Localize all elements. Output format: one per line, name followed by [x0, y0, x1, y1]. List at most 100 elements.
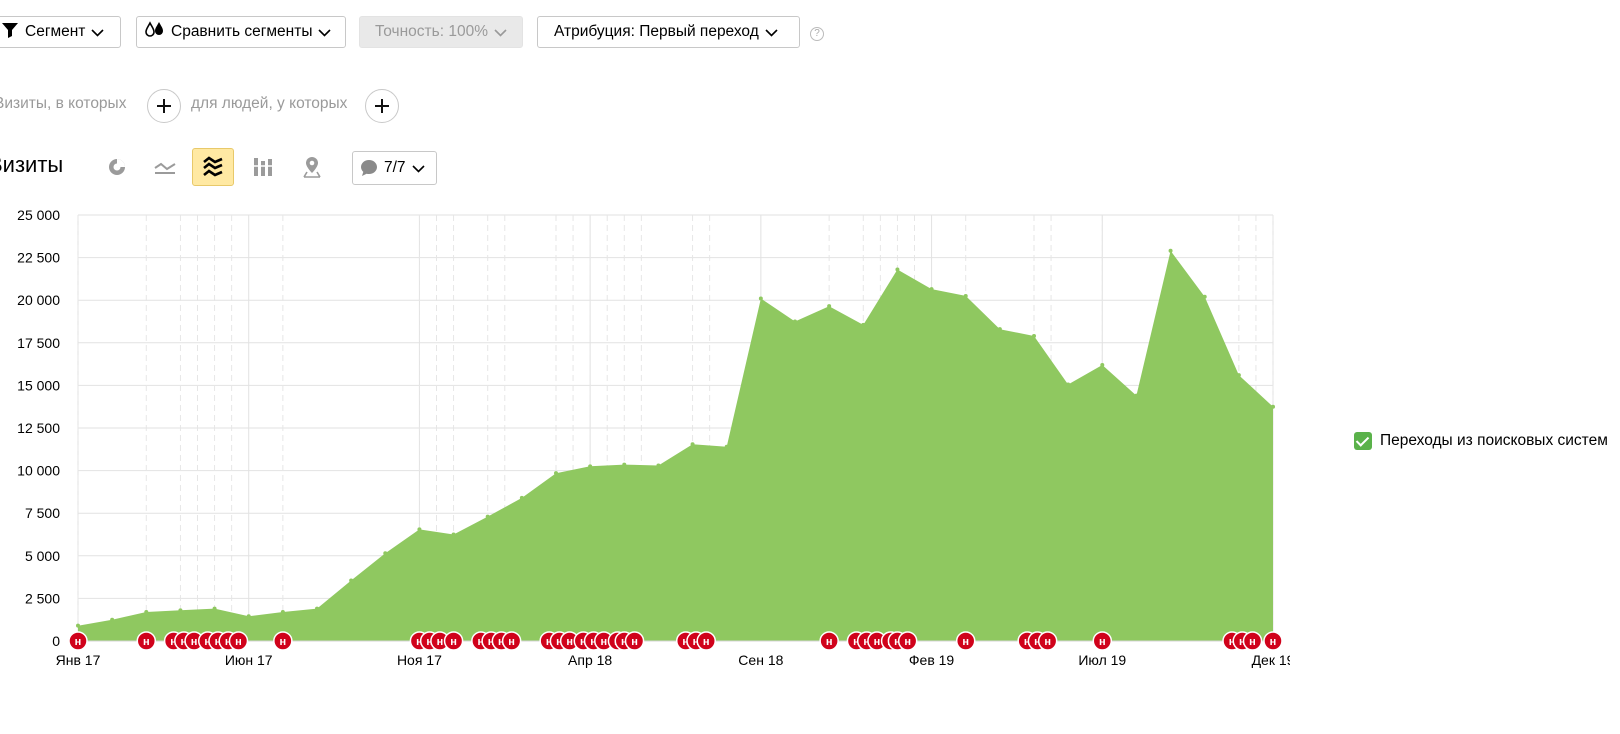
compare-segments-button[interactable]: Сравнить сегменты	[136, 16, 346, 48]
data-point	[656, 463, 661, 468]
annotation-marker-label: н	[546, 636, 553, 648]
chevron-down-icon	[411, 164, 425, 173]
line-chart-button[interactable]	[144, 148, 186, 186]
area-chart-button[interactable]	[192, 148, 234, 186]
data-point	[588, 464, 593, 469]
annotation-marker[interactable]	[501, 631, 522, 651]
annotation-marker[interactable]	[696, 631, 716, 651]
data-point	[144, 610, 149, 615]
data-point	[383, 551, 388, 556]
data-point	[793, 319, 797, 324]
y-tick-label: 12 500	[17, 420, 60, 436]
annotation-marker-label: н	[508, 636, 515, 648]
y-tick-label: 25 000	[17, 207, 60, 223]
chevron-down-icon	[91, 28, 104, 37]
annotation-marker-label: н	[590, 636, 597, 648]
annotation-marker-label: н	[280, 636, 287, 648]
data-point	[178, 608, 183, 613]
y-tick-label: 20 000	[17, 292, 60, 308]
area-chart-icon	[203, 156, 223, 177]
x-tick-label: Июн 17	[225, 652, 273, 668]
annotation-marker-label: н	[874, 636, 881, 648]
chevron-down-icon	[318, 28, 332, 37]
chevron-down-icon	[765, 28, 778, 37]
data-point	[724, 444, 729, 449]
annotation-marker[interactable]	[897, 631, 918, 651]
legend-item[interactable]: Переходы из поисковых систем	[1354, 432, 1608, 450]
annotation-marker[interactable]	[1092, 631, 1113, 651]
bar-chart-button[interactable]	[242, 148, 284, 186]
annotation-marker[interactable]	[955, 631, 976, 651]
metric-title: Визиты	[0, 152, 64, 177]
data-point	[451, 532, 456, 537]
visits-area-chart: 0 2 500 5 000 7 500 10 000 12 500 15 000 17 500…	[17, 207, 1290, 668]
accuracy-select[interactable]: Точность: 100%	[359, 16, 523, 48]
x-tick-label: Фев 19	[909, 652, 955, 668]
data-point	[827, 304, 832, 309]
y-tick-label: 22 500	[17, 250, 60, 266]
data-point	[1236, 373, 1241, 378]
annotations-button[interactable]: 7/7	[352, 151, 437, 185]
chevron-down-icon	[494, 28, 507, 37]
data-point	[280, 610, 285, 615]
y-tick-label: 17 500	[17, 335, 60, 351]
segment-button[interactable]: Сегмент	[0, 16, 121, 48]
filter-icon	[1, 22, 19, 43]
pie-chart-button[interactable]	[96, 148, 138, 186]
legend-checkbox[interactable]	[1354, 432, 1372, 450]
add-visit-condition-button[interactable]	[147, 89, 181, 123]
annotation-marker-label: н	[75, 636, 82, 648]
data-point	[997, 327, 1002, 332]
annotation-marker[interactable]	[1263, 631, 1283, 651]
x-tick-label: Ноя 17	[397, 652, 442, 668]
data-point	[212, 606, 217, 611]
annotation-marker[interactable]	[624, 631, 645, 651]
annotation-marker[interactable]	[228, 631, 249, 651]
data-point	[1168, 248, 1173, 253]
annotation-marker[interactable]	[136, 631, 157, 651]
segment-label: Сегмент	[25, 23, 86, 40]
annotation-marker-label: н	[826, 636, 833, 648]
data-point	[895, 267, 900, 272]
annotation-marker-label: н	[1024, 636, 1031, 648]
x-tick-label: Апр 18	[568, 652, 612, 668]
map-button[interactable]	[291, 148, 333, 186]
annotation-marker-label: н	[478, 636, 485, 648]
annotation-marker-label: н	[1239, 636, 1246, 648]
annotation-marker-label: н	[1229, 636, 1236, 648]
annotation-marker-label: н	[488, 636, 495, 648]
data-point	[76, 623, 80, 628]
annotation-marker[interactable]	[1242, 631, 1263, 651]
attribution-select[interactable]: Атрибуция: Первый переход	[537, 16, 800, 48]
add-people-condition-button[interactable]	[365, 89, 399, 123]
annotation-marker[interactable]	[68, 631, 88, 651]
annotation-marker-label: н	[426, 636, 433, 648]
bar-chart-icon	[253, 158, 273, 176]
legend-label: Переходы из поисковых систем	[1380, 432, 1608, 449]
y-tick-label: 0	[52, 633, 60, 649]
annotation-marker-label: н	[853, 636, 860, 648]
annotation-marker-label: н	[416, 636, 423, 648]
annotation-marker-label: н	[621, 636, 628, 648]
data-point	[485, 514, 490, 519]
annotation-marker-label: н	[191, 636, 198, 648]
drops-icon	[145, 20, 165, 44]
series-area	[78, 250, 1273, 642]
annotation-marker[interactable]	[443, 631, 464, 651]
data-point	[1134, 393, 1139, 398]
annotation-marker[interactable]	[819, 631, 839, 651]
annotation-marker[interactable]	[1037, 631, 1058, 651]
y-tick-label: 7 500	[25, 505, 60, 521]
annotation-marker-label: н	[1044, 636, 1051, 648]
annotation-marker-label: н	[225, 636, 232, 648]
comment-icon	[361, 160, 377, 176]
data-point	[622, 462, 627, 467]
annotation-marker-label: н	[215, 636, 222, 648]
annotation-marker[interactable]	[273, 631, 293, 651]
data-point	[417, 527, 422, 532]
help-icon[interactable]: ?	[810, 27, 824, 41]
attribution-label: Атрибуция: Первый переход	[554, 23, 759, 40]
annotation-marker-label: н	[437, 636, 444, 648]
data-point	[758, 296, 763, 301]
x-tick-label: Янв 17	[56, 652, 101, 668]
